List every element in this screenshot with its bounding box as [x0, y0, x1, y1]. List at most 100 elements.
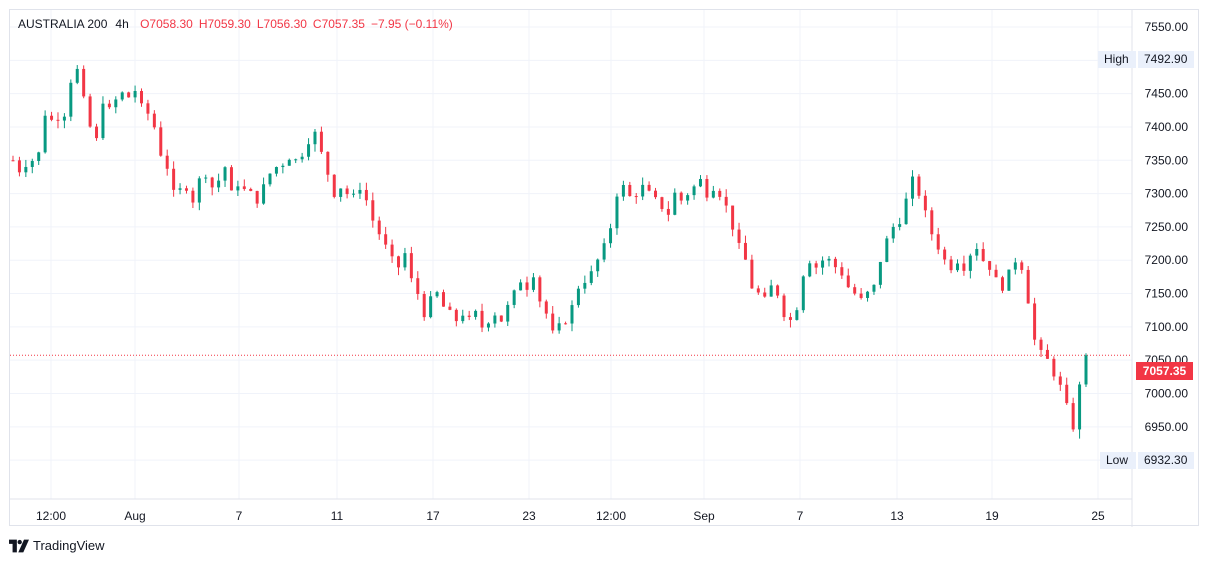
candle	[358, 183, 361, 199]
candle	[12, 156, 15, 161]
low-marker-label: Low	[1100, 452, 1136, 469]
candle	[519, 279, 522, 290]
candle	[179, 183, 182, 194]
candle	[346, 185, 349, 198]
candle	[956, 259, 959, 272]
candle	[288, 159, 291, 166]
candle	[371, 193, 374, 228]
candle	[448, 303, 451, 311]
candle	[1001, 276, 1004, 293]
candle	[63, 113, 66, 128]
candle	[410, 247, 413, 282]
x-tick-label: 13	[890, 509, 904, 523]
candle	[204, 175, 207, 183]
interval-label[interactable]: 4h	[115, 17, 128, 31]
candle	[76, 65, 79, 84]
candle	[615, 193, 618, 234]
price-change: −7.95 (−0.11%)	[371, 17, 453, 31]
candle	[943, 247, 946, 265]
candle	[699, 175, 702, 187]
candle	[705, 175, 708, 201]
candle	[673, 188, 676, 215]
candle	[622, 181, 625, 201]
candle	[718, 188, 721, 200]
candle	[230, 165, 233, 191]
y-tick-label: 7400.00	[1145, 120, 1189, 134]
candle	[596, 258, 599, 276]
candle	[275, 167, 278, 177]
candle	[121, 91, 124, 101]
candle	[930, 207, 933, 240]
candle	[224, 166, 227, 187]
candle	[898, 218, 901, 231]
candle	[808, 261, 811, 278]
candle	[481, 304, 484, 332]
candle	[397, 256, 400, 275]
candle	[950, 256, 953, 273]
x-tick-label: 25	[1091, 509, 1105, 523]
candle	[1020, 260, 1023, 273]
y-tick-label: 7250.00	[1145, 220, 1189, 234]
candle	[1078, 382, 1081, 439]
candle	[693, 185, 696, 200]
candle	[436, 291, 439, 298]
grid-lines	[10, 10, 1132, 499]
candle	[134, 86, 137, 103]
candle	[301, 153, 304, 163]
candle	[750, 255, 753, 289]
y-axis[interactable]: 7550.007500.007450.007400.007350.007300.…	[1145, 20, 1189, 467]
candle	[583, 276, 586, 294]
candle	[95, 124, 98, 141]
candle	[885, 236, 888, 262]
candle	[269, 173, 272, 186]
candle	[744, 236, 747, 260]
candle	[725, 189, 728, 212]
candle	[911, 170, 914, 206]
candle	[506, 301, 509, 326]
symbol-name[interactable]: AUSTRALIA 200	[18, 17, 107, 31]
candle	[905, 193, 908, 225]
candle	[378, 217, 381, 240]
candle	[654, 188, 657, 199]
candle	[564, 322, 567, 325]
candle	[1085, 353, 1088, 387]
candle	[988, 261, 991, 276]
y-tick-label: 7350.00	[1145, 153, 1189, 167]
candle	[166, 150, 169, 176]
candle	[982, 242, 985, 262]
candle	[365, 183, 368, 206]
candle	[114, 96, 117, 113]
candle	[256, 191, 259, 208]
chart-frame[interactable]: 7550.007500.007450.007400.007350.007300.…	[9, 9, 1199, 526]
x-tick-label: 7	[236, 509, 243, 523]
y-tick-label: 7550.00	[1145, 20, 1189, 34]
x-tick-label: 23	[522, 509, 536, 523]
candle	[44, 110, 47, 153]
x-tick-label: 17	[426, 509, 440, 523]
candle	[217, 174, 220, 192]
candle	[37, 152, 40, 165]
candle	[1046, 344, 1049, 359]
candle	[127, 92, 130, 98]
candle	[802, 275, 805, 313]
candle	[680, 191, 683, 204]
candle	[211, 177, 214, 195]
candle	[770, 280, 773, 297]
candle	[69, 79, 72, 121]
y-tick-label: 7100.00	[1145, 320, 1189, 334]
candle	[648, 181, 651, 191]
price-chart[interactable]: 7550.007500.007450.007400.007350.007300.…	[10, 10, 1200, 527]
x-tick-label: 7	[797, 509, 804, 523]
candle	[532, 273, 535, 292]
candle	[667, 201, 670, 221]
candle	[320, 127, 323, 154]
candle	[712, 186, 715, 198]
candle	[1007, 269, 1010, 290]
footer-brand[interactable]: TradingView	[9, 538, 105, 553]
candle	[1040, 337, 1043, 357]
x-axis[interactable]: 12:00 Aug 7 11 17 23 12:00 Sep 7 13 19 25	[36, 509, 1105, 523]
y-tick-label: 7300.00	[1145, 187, 1189, 201]
candle	[789, 313, 792, 328]
ohlc-close: C7057.35	[313, 17, 365, 31]
candle	[243, 179, 246, 190]
